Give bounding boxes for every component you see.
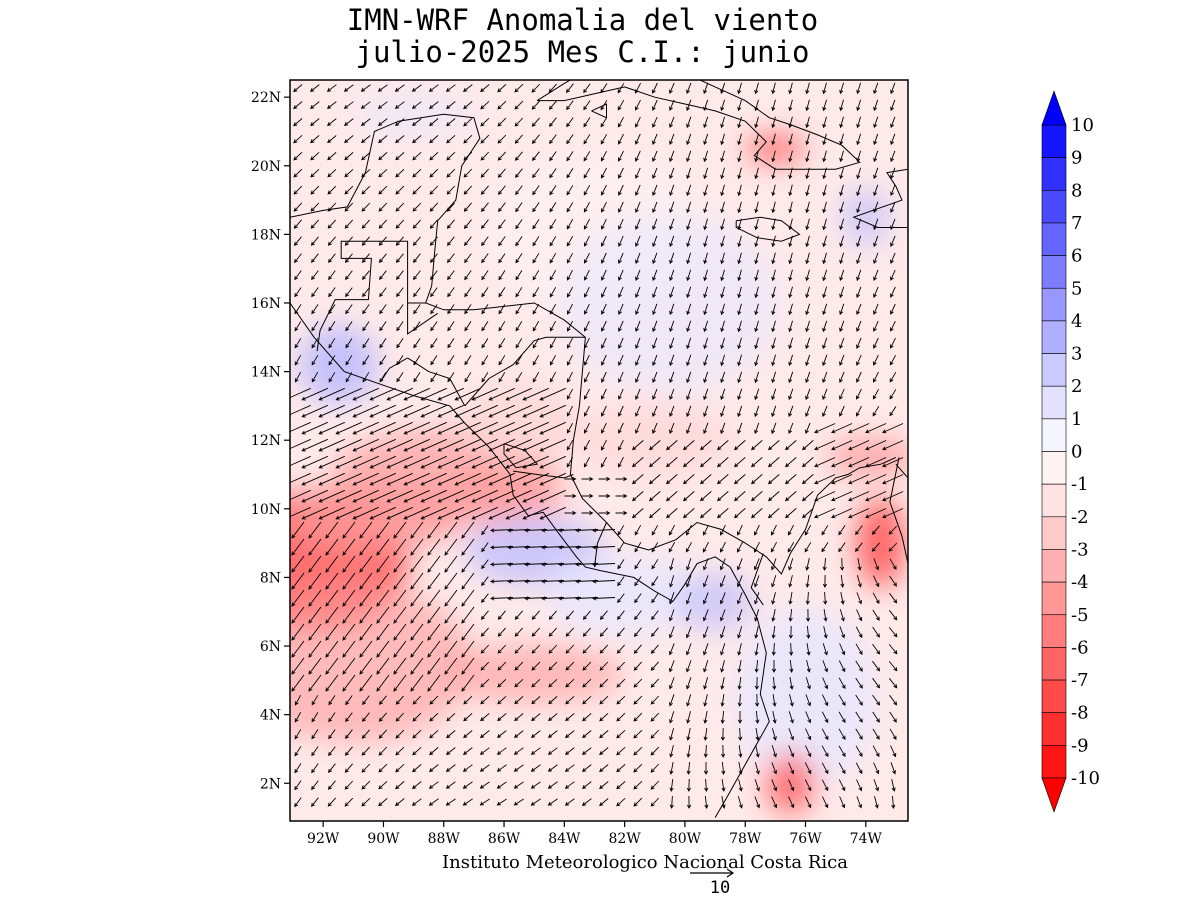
colorbar-label: 10 — [1071, 115, 1094, 136]
lon-tick-label: 76W — [789, 831, 822, 847]
colorbar-label: -1 — [1071, 474, 1089, 495]
colorbar-label: 9 — [1071, 148, 1082, 169]
lat-tick-label: 18N — [251, 227, 281, 243]
colorbar-label: -8 — [1071, 703, 1089, 724]
colorbar-segment — [1041, 581, 1067, 616]
colorbar-label: 5 — [1071, 278, 1082, 299]
lat-tick-label: 2N — [260, 776, 281, 792]
colorbar-segment — [1041, 157, 1067, 191]
coastlines — [290, 80, 908, 818]
colorbar-label: -7 — [1071, 670, 1089, 691]
colorbar-label: 4 — [1071, 311, 1082, 332]
colorbar-label: -9 — [1071, 735, 1089, 756]
colorbar-segment — [1041, 516, 1067, 550]
colorbar-segment — [1041, 190, 1067, 224]
colorbar-segment — [1041, 124, 1067, 158]
colorbar-segment — [1041, 418, 1067, 452]
colorbar-segment — [1041, 222, 1067, 256]
lat-tick-label: 22N — [251, 90, 281, 106]
lon-tick-label: 88W — [428, 831, 461, 847]
colorbar-label: -6 — [1071, 637, 1089, 658]
colorbar-segment — [1041, 320, 1067, 354]
longitude-axis: 92W 90W 88W 86W 84W 82W 80W 78W 76W 74W — [307, 821, 883, 847]
colorbar-label: 6 — [1071, 246, 1082, 267]
lat-tick-label: 12N — [251, 433, 281, 449]
colorbar-segment — [1041, 451, 1067, 485]
lat-tick-label: 14N — [251, 365, 281, 381]
colorbar-label: 0 — [1071, 442, 1082, 463]
colorbar-segment — [1041, 614, 1067, 648]
colorbar-segment — [1041, 679, 1067, 713]
colorbar-segment — [1041, 255, 1067, 289]
reference-vector — [690, 868, 735, 878]
lat-tick-label: 10N — [251, 502, 281, 518]
colorbar-top-arrow — [1041, 90, 1067, 126]
colorbar-label: 3 — [1071, 344, 1082, 365]
lon-tick-label: 82W — [609, 831, 642, 847]
lon-tick-label: 92W — [307, 831, 340, 847]
colorbar-label: -5 — [1071, 605, 1089, 626]
colorbar-label: 2 — [1071, 376, 1082, 397]
lon-tick-label: 84W — [548, 831, 581, 847]
colorbar-label: -10 — [1071, 768, 1100, 789]
colorbar-segment — [1041, 385, 1067, 420]
reference-vector-label: 10 — [709, 878, 731, 898]
lat-tick-label: 4N — [260, 708, 281, 724]
colorbar-segment — [1041, 712, 1067, 746]
plot-frame — [289, 79, 909, 822]
colorbar-segment — [1041, 549, 1067, 583]
lon-tick-label: 78W — [729, 831, 762, 847]
lat-tick-label: 8N — [260, 570, 281, 586]
credit-text: Instituto Meteorologico Nacional Costa R… — [442, 852, 848, 873]
colorbar-segment — [1041, 745, 1067, 779]
colorbar-label: 7 — [1071, 213, 1082, 234]
colorbar-bottom-arrow — [1041, 777, 1067, 813]
colorbar-label: -2 — [1071, 507, 1089, 528]
wind-vectors — [290, 82, 904, 809]
colorbar-label: -4 — [1071, 572, 1089, 593]
lon-tick-label: 90W — [367, 831, 400, 847]
lat-tick-label: 6N — [260, 639, 281, 655]
lat-tick-label: 20N — [251, 159, 281, 175]
colorbar-segment — [1041, 483, 1067, 518]
lon-tick-label: 80W — [669, 831, 702, 847]
colorbar-label: 8 — [1071, 180, 1082, 201]
colorbar-segment — [1041, 287, 1067, 322]
lon-tick-label: 86W — [488, 831, 521, 847]
lat-tick-label: 16N — [251, 296, 281, 312]
chart-title-line2: julio-2025 Mes C.I.: junio — [355, 35, 810, 69]
latitude-axis: 2N 4N 6N 8N 10N 12N 14N 16N 18N 20N 22N — [251, 90, 290, 792]
lon-tick-label: 74W — [850, 831, 883, 847]
colorbar-label: -3 — [1071, 539, 1089, 560]
reference-vector-arrow — [690, 868, 735, 878]
colorbar-segment — [1041, 353, 1067, 387]
chart-title-line1: IMN-WRF Anomalia del viento — [346, 3, 819, 37]
anomaly-shading — [290, 80, 908, 821]
colorbar-label: 1 — [1071, 409, 1082, 430]
colorbar-segment — [1041, 647, 1067, 681]
